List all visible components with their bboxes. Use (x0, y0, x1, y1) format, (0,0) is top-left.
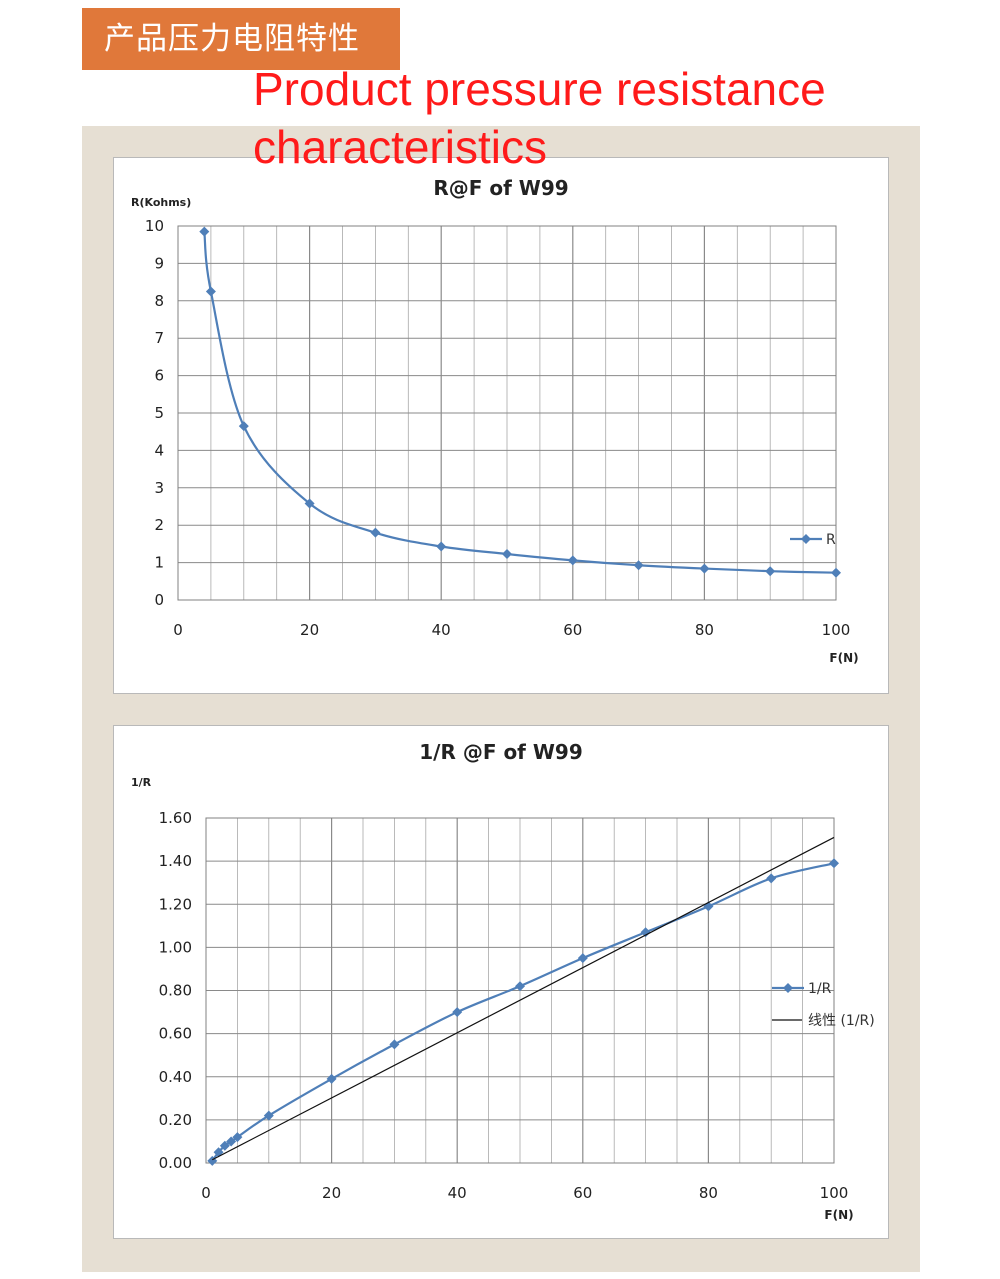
chart-title: R@F of W99 (433, 176, 568, 200)
y-tick-label: 1.40 (159, 852, 192, 870)
data-point (232, 1132, 243, 1143)
y-tick-label: 0.00 (159, 1154, 192, 1172)
x-tick-label: 40 (432, 621, 451, 639)
data-point (699, 563, 710, 574)
series-line (211, 862, 835, 1162)
y-tick-label: 1.60 (159, 809, 192, 827)
data-point (515, 981, 525, 992)
x-tick-label: 0 (173, 621, 183, 639)
data-point (326, 1073, 337, 1084)
data-point (829, 858, 839, 869)
x-tick-label: 20 (300, 621, 319, 639)
data-point (436, 541, 447, 552)
data-point (766, 873, 777, 884)
resistance-chart: 0 1 2 3 4 5 6 7 8 9 10 0 20 40 60 80 100 R@F of W99 R(Kohm… (113, 157, 889, 694)
plot-area-border (177, 225, 837, 601)
data-point (370, 527, 381, 538)
data-point (577, 953, 588, 964)
conductance-chart: 0.00 0.20 0.40 0.60 0.80 1.00 1.20 1.40 1.60 0 20 4… (113, 725, 889, 1239)
data-point (226, 1136, 237, 1147)
x-tick-label: 60 (563, 621, 582, 639)
y-tick-label: 1.20 (159, 895, 192, 913)
legend-marker (801, 534, 811, 544)
y-tick-label: 1.00 (159, 938, 192, 956)
data-point (640, 927, 651, 938)
y-axis-label: 1/R (131, 776, 152, 789)
series-line (203, 231, 837, 574)
y-tick-label: 2 (154, 516, 164, 534)
x-tick-label: 40 (448, 1184, 467, 1202)
y-tick-label: 0 (154, 591, 164, 609)
data-point (633, 560, 644, 571)
y-tick-label: 0.20 (159, 1111, 192, 1129)
x-tick-label: 80 (699, 1184, 718, 1202)
data-point (238, 421, 249, 432)
data-point (389, 1039, 400, 1050)
data-point (452, 1007, 463, 1018)
plot-area-border (205, 817, 835, 1164)
data-point (567, 555, 578, 566)
section-banner: 产品压力电阻特性 (82, 8, 400, 70)
data-point (219, 1140, 230, 1151)
conductance-chart-svg: 0.00 0.20 0.40 0.60 0.80 1.00 1.20 1.40 1.60 0 20 4… (131, 740, 875, 1222)
x-tick-label: 60 (573, 1184, 592, 1202)
y-tick-label: 6 (154, 367, 164, 385)
y-tick-label: 3 (154, 479, 164, 497)
y-tick-label: 4 (154, 441, 164, 459)
data-point (199, 226, 210, 237)
y-tick-label: 9 (154, 254, 164, 272)
legend-label: 1/R (808, 981, 832, 997)
data-point (205, 286, 216, 297)
page-title: Product pressure resistance characterist… (253, 63, 826, 173)
y-tick-label: 1 (154, 554, 164, 572)
y-tick-label: 0.80 (159, 982, 192, 1000)
x-tick-label: 0 (201, 1184, 211, 1202)
trendline (212, 836, 835, 1161)
chart-title: 1/R @F of W99 (419, 740, 583, 764)
legend-label: 线性 (1/R) (808, 1013, 875, 1029)
data-point (502, 548, 512, 559)
y-axis-label: R(Kohms) (131, 196, 191, 209)
x-tick-label: 80 (695, 621, 714, 639)
x-tick-label: 100 (820, 1184, 849, 1202)
legend-marker (783, 983, 793, 993)
y-tick-label: 5 (154, 404, 164, 422)
data-point (765, 566, 776, 577)
y-tick-label: 7 (154, 329, 164, 347)
data-point (263, 1110, 274, 1121)
legend-label: R (826, 532, 836, 548)
y-tick-label: 8 (154, 292, 164, 310)
data-point (304, 498, 315, 509)
x-axis-label: F(N) (824, 1208, 853, 1222)
x-axis-label: F(N) (829, 651, 858, 665)
y-tick-label: 0.60 (159, 1025, 192, 1043)
x-tick-label: 100 (822, 621, 851, 639)
y-tick-label: 0.40 (159, 1068, 192, 1086)
x-tick-label: 20 (322, 1184, 341, 1202)
y-tick-label: 10 (145, 217, 164, 235)
data-point (831, 567, 841, 578)
